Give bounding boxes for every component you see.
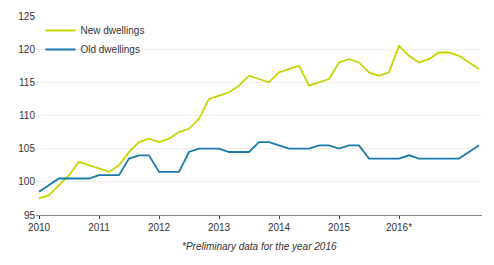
- svg-text:2016*: 2016*: [386, 222, 412, 233]
- svg-text:110: 110: [19, 110, 35, 121]
- svg-text:Old dwellings: Old dwellings: [80, 44, 139, 55]
- svg-text:2015: 2015: [328, 222, 351, 233]
- svg-text:100: 100: [18, 176, 35, 187]
- svg-text:New dwellings: New dwellings: [80, 25, 144, 36]
- svg-text:2010: 2010: [28, 222, 51, 233]
- svg-text:95: 95: [24, 210, 36, 221]
- svg-text:105: 105: [18, 143, 35, 154]
- svg-text:2013: 2013: [208, 222, 231, 233]
- svg-text:2014: 2014: [268, 222, 291, 233]
- svg-text:2011: 2011: [88, 222, 110, 233]
- svg-text:125: 125: [18, 11, 35, 22]
- svg-text:120: 120: [18, 44, 35, 55]
- svg-text:115: 115: [19, 77, 35, 88]
- svg-text:2012: 2012: [148, 222, 171, 233]
- svg-text:*Preliminary data for the year: *Preliminary data for the year 2016: [182, 241, 337, 252]
